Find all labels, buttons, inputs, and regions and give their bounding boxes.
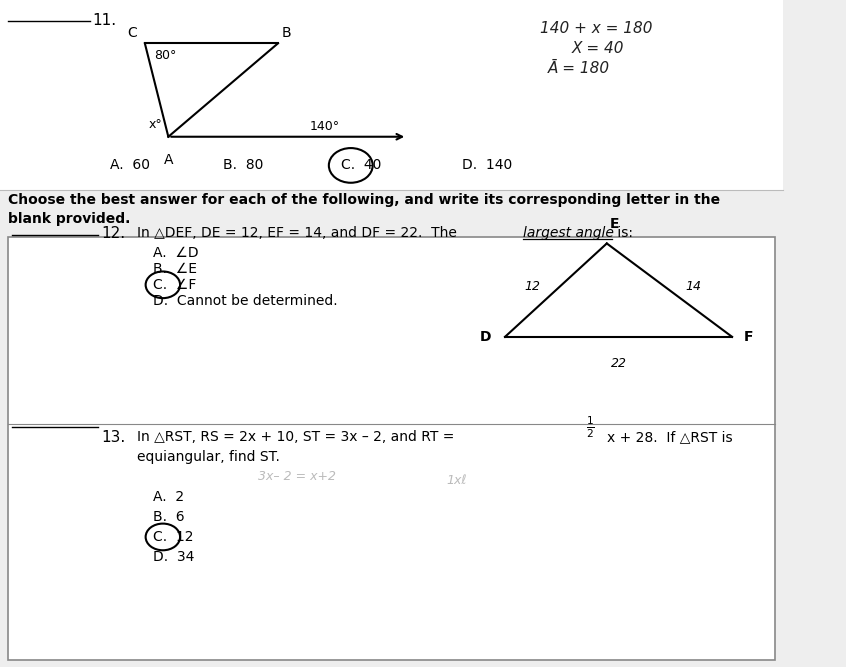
Text: 22: 22	[611, 357, 627, 370]
Text: D: D	[480, 330, 491, 344]
Text: E: E	[610, 217, 619, 231]
Text: B.  ∠E: B. ∠E	[152, 262, 196, 275]
Text: C.  ∠F: C. ∠F	[152, 278, 196, 291]
Text: C.  40: C. 40	[341, 159, 381, 172]
Text: In △RST, RS = 2x + 10, ST = 3x – 2, and RT =: In △RST, RS = 2x + 10, ST = 3x – 2, and …	[137, 430, 459, 444]
Text: B.  80: B. 80	[223, 159, 263, 172]
Text: Ā = 180: Ā = 180	[548, 61, 610, 76]
Text: 1xℓ: 1xℓ	[447, 474, 467, 486]
Text: A: A	[163, 153, 173, 167]
Text: x + 28.  If △RST is: x + 28. If △RST is	[607, 430, 733, 444]
Text: equiangular, find ST.: equiangular, find ST.	[137, 450, 280, 464]
Text: A.  60: A. 60	[110, 159, 150, 172]
Text: D.  Cannot be determined.: D. Cannot be determined.	[152, 295, 338, 308]
FancyBboxPatch shape	[8, 237, 775, 660]
Text: 13.: 13.	[102, 430, 126, 445]
Text: In △DEF, DE = 12, EF = 14, and DF = 22.  The: In △DEF, DE = 12, EF = 14, and DF = 22. …	[137, 227, 461, 240]
Text: x°: x°	[148, 119, 162, 131]
Text: $\frac{1}{2}$: $\frac{1}{2}$	[585, 414, 595, 440]
Text: C: C	[127, 26, 137, 40]
Text: B: B	[282, 26, 292, 40]
Text: D.  140: D. 140	[462, 159, 512, 172]
Text: B.  6: B. 6	[152, 510, 184, 524]
Text: 12.: 12.	[102, 226, 126, 241]
Text: is:: is:	[613, 227, 633, 240]
Text: 11.: 11.	[92, 13, 117, 27]
Text: Choose the best answer for each of the following, and write its corresponding le: Choose the best answer for each of the f…	[8, 193, 720, 226]
Text: C.  12: C. 12	[152, 530, 193, 544]
Text: 3x– 2 = x+2: 3x– 2 = x+2	[258, 470, 337, 483]
FancyBboxPatch shape	[0, 0, 783, 190]
Text: 140°: 140°	[310, 121, 339, 133]
Text: largest angle: largest angle	[523, 227, 614, 240]
Text: X = 40: X = 40	[572, 41, 624, 56]
Text: A.  2: A. 2	[152, 490, 184, 504]
Text: 14: 14	[685, 280, 701, 293]
Text: A.  ∠D: A. ∠D	[152, 247, 198, 260]
Text: D.  34: D. 34	[152, 550, 194, 564]
Text: 12: 12	[525, 280, 541, 293]
Text: F: F	[744, 330, 753, 344]
Text: 80°: 80°	[154, 49, 177, 61]
Text: 140 + x = 180: 140 + x = 180	[541, 21, 653, 36]
